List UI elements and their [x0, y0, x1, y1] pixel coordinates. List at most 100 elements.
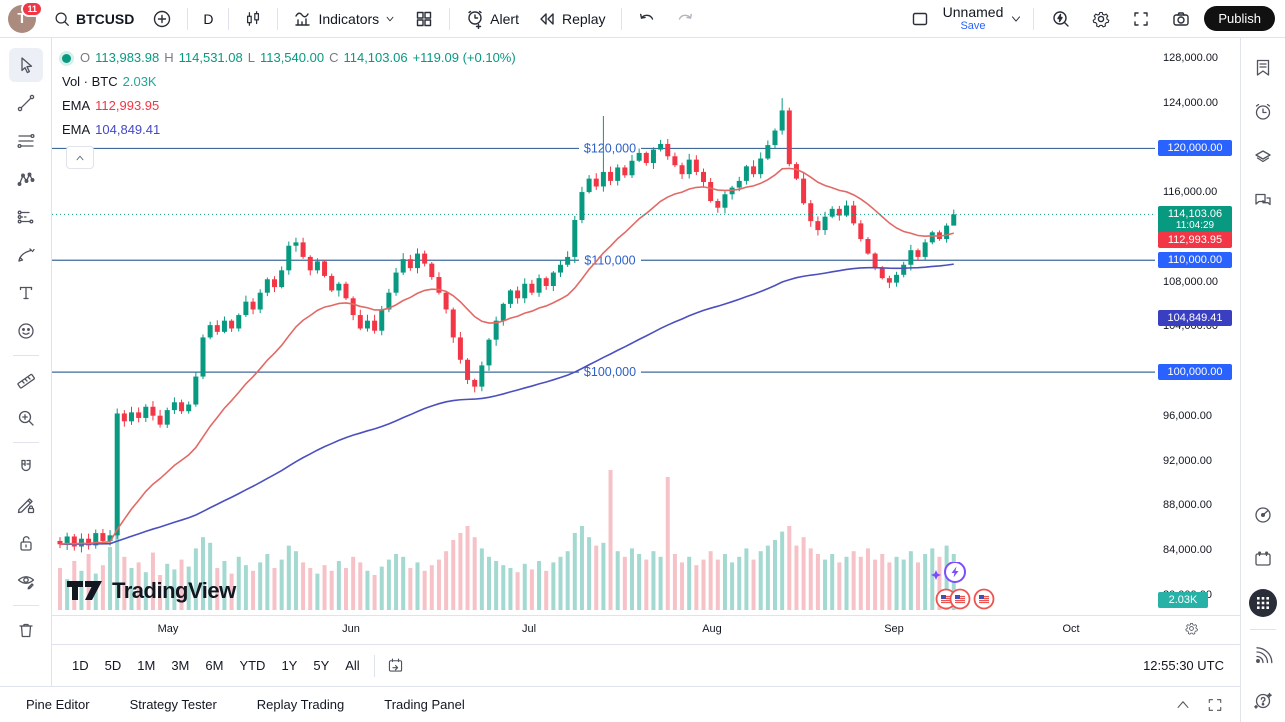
text-tool-button[interactable]: [9, 276, 43, 310]
high-label: H: [164, 50, 174, 65]
range-6m[interactable]: 6M: [205, 658, 224, 673]
range-ytd[interactable]: YTD: [239, 658, 266, 673]
range-1d[interactable]: 1D: [72, 658, 89, 673]
alert-button[interactable]: Alert: [458, 5, 526, 33]
clock-timestamp[interactable]: 12:55:30 UTC: [1143, 658, 1224, 673]
lock-all-drawings-button[interactable]: [9, 526, 43, 560]
hotlists-button[interactable]: [1246, 498, 1280, 532]
time-axis-month-label: Oct: [1062, 623, 1080, 635]
interval-button[interactable]: D: [196, 7, 220, 31]
lock-open-icon: [19, 536, 32, 551]
us-flag-event-icon[interactable]: [949, 588, 971, 610]
target-icon: [1255, 507, 1271, 523]
us-flag-event-icon[interactable]: [973, 588, 995, 610]
chat-button[interactable]: [1246, 183, 1280, 217]
ema1-legend-row[interactable]: EMA 112,993.95: [62, 98, 516, 114]
range-5d[interactable]: 5D: [104, 658, 122, 673]
sparkle-icon: [931, 570, 941, 580]
calendar-icon: [1255, 551, 1271, 566]
price-axis-label: 124,000.00: [1163, 96, 1219, 109]
price-axis-badge: 112,993.95: [1158, 231, 1232, 248]
ema1-label: EMA: [62, 98, 91, 113]
tab-replay-trading[interactable]: Replay Trading: [256, 697, 345, 712]
bottom-panel: Pine Editor Strategy Tester Replay Tradi…: [0, 686, 1240, 722]
search-icon: [55, 12, 69, 26]
watchlist-button[interactable]: [1246, 51, 1280, 85]
ruler-icon: [16, 373, 35, 389]
tab-strategy-tester[interactable]: Strategy Tester: [129, 697, 217, 712]
hide-drawings-button[interactable]: [9, 564, 43, 598]
right-sidebar: [1240, 38, 1285, 722]
eye-pencil-icon: [17, 576, 34, 590]
range-all[interactable]: All: [345, 658, 360, 673]
replay-button[interactable]: Replay: [530, 5, 613, 33]
fullscreen-button[interactable]: [1124, 5, 1158, 33]
time-axis[interactable]: May Jun Jul Aug Sep Oct: [52, 615, 1240, 644]
remove-drawings-button[interactable]: [9, 613, 43, 647]
streams-button[interactable]: [1246, 639, 1280, 673]
cursor-tool-button[interactable]: [8, 48, 43, 82]
trend-line-tool-button[interactable]: [9, 86, 43, 120]
snapshot-button[interactable]: [1164, 5, 1198, 33]
tab-trading-panel[interactable]: Trading Panel: [384, 697, 465, 712]
indicators-button[interactable]: Indicators: [286, 5, 403, 33]
chart-area: $120,000 $110,000 $100,000 O 113,983.98 H …: [52, 38, 1240, 686]
symbol-search-button[interactable]: BTCUSD: [46, 6, 141, 32]
toolbar-divider: [1033, 7, 1035, 30]
layout-name-block[interactable]: Unnamed Save: [943, 4, 1004, 33]
svg-text:$110,000: $110,000: [584, 253, 635, 267]
candlestick-icon: [247, 10, 260, 26]
ema2-legend-row[interactable]: EMA 104,849.41: [62, 122, 516, 138]
interval-label: D: [203, 10, 214, 27]
drawing-toolbar: [0, 38, 52, 686]
line-collapse-button[interactable]: [66, 146, 94, 169]
price-chart[interactable]: $120,000 $110,000 $100,000: [52, 38, 1155, 615]
redo-icon: [678, 13, 692, 20]
redo-button[interactable]: [668, 5, 702, 33]
user-avatar[interactable]: T 11: [8, 0, 43, 33]
price-axis[interactable]: 128,000.00 124,000.00 116,000.00 108,000.00…: [1155, 38, 1240, 615]
price-axis-badge: 2.03K: [1158, 591, 1208, 608]
compare-add-button[interactable]: [145, 5, 179, 33]
gear-icon: [1093, 11, 1110, 27]
ema1-value: 112,993.95: [95, 98, 160, 113]
go-to-date-button[interactable]: [383, 653, 408, 678]
expand-panel-chevron-icon[interactable]: [1174, 696, 1192, 714]
alerts-panel-button[interactable]: [1246, 95, 1280, 129]
fib-retracement-tool-button[interactable]: [9, 124, 43, 158]
brush-tool-button[interactable]: [9, 238, 43, 272]
range-5y[interactable]: 5Y: [313, 658, 330, 673]
measure-tool-button[interactable]: [9, 363, 43, 397]
range-3m[interactable]: 3M: [171, 658, 190, 673]
settings-button[interactable]: [1084, 5, 1118, 33]
ohlc-legend-row[interactable]: O 113,983.98 H 114,531.08 L 113,540.00 C…: [62, 50, 516, 66]
volume-legend-row[interactable]: Vol · BTC 2.03K: [62, 74, 516, 90]
magnet-mode-button[interactable]: [9, 450, 43, 484]
save-link[interactable]: Save: [960, 20, 986, 33]
chevron-down-icon[interactable]: [1009, 12, 1023, 26]
pattern-tool-button[interactable]: [9, 162, 43, 196]
apps-grid-button[interactable]: [1246, 586, 1280, 620]
publish-button[interactable]: Publish: [1204, 6, 1275, 31]
chart-type-button[interactable]: [237, 6, 269, 32]
maximize-panel-icon[interactable]: [1206, 696, 1224, 714]
layout-button[interactable]: [903, 5, 937, 33]
tab-pine-editor[interactable]: Pine Editor: [26, 697, 90, 712]
economic-event-lightning-icon[interactable]: [944, 562, 966, 583]
price-axis-badge: 104,849.41: [1158, 309, 1232, 326]
indicator-templates-button[interactable]: [407, 5, 441, 33]
forecast-tool-button[interactable]: [9, 200, 43, 234]
quick-search-button[interactable]: [1044, 5, 1078, 33]
axis-settings-gear-icon[interactable]: [1184, 621, 1199, 636]
undo-button[interactable]: [630, 5, 664, 33]
emoji-tool-button[interactable]: [9, 314, 43, 348]
camera-icon: [1173, 11, 1190, 26]
calendar-button[interactable]: [1246, 542, 1280, 576]
drawing-mode-lock-button[interactable]: [9, 488, 43, 522]
event-icons[interactable]: [928, 562, 1008, 622]
range-1m[interactable]: 1M: [137, 658, 156, 673]
range-1y[interactable]: 1Y: [281, 658, 298, 673]
object-tree-button[interactable]: [1246, 139, 1280, 173]
help-button[interactable]: [1246, 683, 1280, 717]
zoom-in-tool-button[interactable]: [9, 401, 43, 435]
